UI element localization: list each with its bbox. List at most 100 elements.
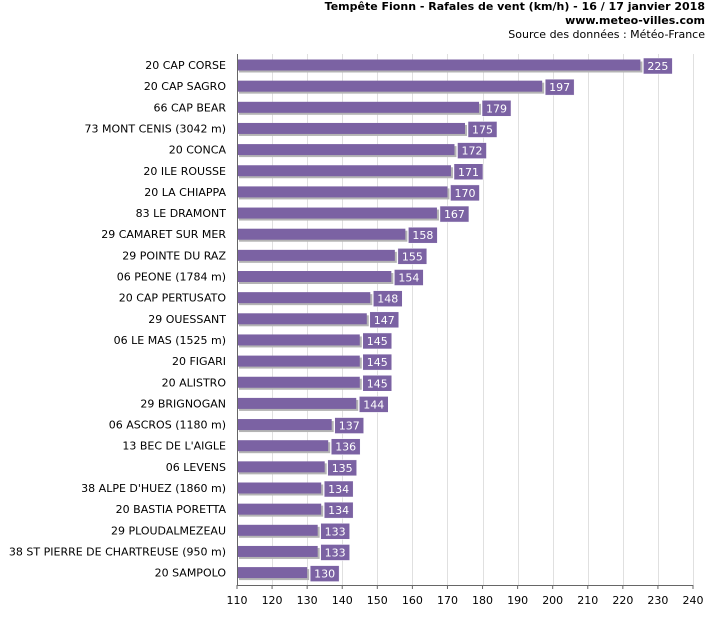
bar <box>238 545 318 557</box>
category-label: 83 LE DRAMONT <box>136 207 227 220</box>
bar <box>238 440 329 452</box>
x-tick-label: 140 <box>332 594 353 607</box>
category-label: 20 ILE ROUSSE <box>143 165 226 178</box>
data-label-box <box>408 226 438 244</box>
bar <box>238 165 451 177</box>
bar <box>238 355 360 367</box>
bar <box>238 397 357 409</box>
data-label-box <box>450 184 480 202</box>
data-label: 130 <box>314 568 335 581</box>
source-note: Source des données : Météo-France <box>508 28 705 41</box>
bar <box>238 334 360 346</box>
bar <box>238 376 360 388</box>
site-url: www.meteo-villes.com <box>565 14 705 27</box>
category-label: 06 ASCROS (1180 m) <box>109 419 226 432</box>
data-label: 155 <box>402 250 423 263</box>
category-label: 29 BRIGNOGAN <box>140 397 226 410</box>
bar <box>238 59 641 71</box>
bar <box>238 313 367 325</box>
bar <box>238 122 465 134</box>
data-label: 136 <box>335 441 356 454</box>
data-label-box <box>369 311 400 329</box>
category-label: 20 BASTIA PORETTA <box>116 503 227 516</box>
data-label: 197 <box>549 81 570 94</box>
category-label: 20 CAP SAGRO <box>144 80 227 93</box>
data-label: 167 <box>444 208 465 221</box>
category-label: 38 ST PIERRE DE CHARTREUSE (950 m) <box>9 545 226 558</box>
category-label: 38 ALPE D'HUEZ (1860 m) <box>81 482 226 495</box>
x-tick-label: 210 <box>577 594 598 607</box>
data-label-box <box>320 544 350 561</box>
data-label-box <box>323 480 354 498</box>
data-label: 179 <box>486 102 507 115</box>
data-label: 135 <box>332 462 353 475</box>
x-tick-label: 230 <box>647 594 668 607</box>
data-label: 172 <box>461 145 482 158</box>
data-label-box <box>643 57 673 75</box>
x-tick-label: 110 <box>227 594 248 607</box>
data-label-box <box>397 248 428 265</box>
category-label: 06 LEVENS <box>166 461 226 474</box>
bar <box>238 482 322 494</box>
category-label: 29 PLOUDALMEZEAU <box>111 524 226 537</box>
data-label-box <box>320 523 350 540</box>
bar <box>238 207 437 219</box>
data-label-box <box>439 205 470 223</box>
bar <box>238 249 395 261</box>
data-label-box <box>309 565 340 582</box>
data-label: 171 <box>458 166 479 179</box>
data-label-box <box>362 353 393 371</box>
data-label: 147 <box>374 314 395 327</box>
data-label: 154 <box>398 272 419 285</box>
data-label-box <box>544 78 575 96</box>
data-label-box <box>457 142 487 159</box>
bar <box>238 419 332 431</box>
data-label: 145 <box>367 377 388 390</box>
data-label: 134 <box>328 504 349 517</box>
data-label-box <box>394 269 424 286</box>
data-label-box <box>334 417 364 434</box>
chart-header: Tempête Fionn - Rafales de vent (km/h) -… <box>325 0 705 42</box>
data-label: 133 <box>325 546 346 559</box>
data-label-box <box>362 375 393 392</box>
data-label-box <box>467 121 498 138</box>
bar <box>238 524 318 536</box>
data-label: 175 <box>472 123 493 136</box>
category-label: 06 LE MAS (1525 m) <box>114 334 226 347</box>
data-label: 145 <box>367 335 388 348</box>
bar <box>238 101 480 113</box>
x-tick-label: 240 <box>683 594 704 607</box>
data-label-box <box>327 459 357 477</box>
category-label: 29 POINTE DU RAZ <box>122 249 226 262</box>
data-label-box <box>359 396 389 413</box>
bar <box>238 80 543 92</box>
category-label: 20 LA CHIAPPA <box>144 186 226 199</box>
data-label-box <box>481 100 512 117</box>
x-tick-label: 190 <box>507 594 528 607</box>
bar <box>238 228 406 240</box>
x-tick-label: 150 <box>367 594 388 607</box>
data-label-box <box>330 438 361 455</box>
category-label: 06 PEONE (1784 m) <box>117 271 226 284</box>
bar <box>238 186 448 198</box>
category-label: 29 CAMARET SUR MER <box>101 228 226 241</box>
category-label: 13 BEC DE L'AIGLE <box>122 440 226 453</box>
data-label: 170 <box>454 187 475 200</box>
data-label-box <box>373 290 403 307</box>
data-label: 144 <box>363 398 384 411</box>
x-tick-label: 130 <box>297 594 318 607</box>
data-label-box <box>323 501 354 519</box>
x-tick-label: 170 <box>437 594 458 607</box>
data-label: 148 <box>377 293 398 306</box>
bar <box>238 567 308 579</box>
data-label-box <box>453 163 484 180</box>
chart-title: Tempête Fionn - Rafales de vent (km/h) -… <box>324 0 705 13</box>
data-label-box <box>362 332 393 350</box>
category-label: 73 MONT CENIS (3042 m) <box>85 122 226 135</box>
x-tick-label: 120 <box>262 594 283 607</box>
category-label: 20 CAP CORSE <box>145 59 226 72</box>
bar <box>238 461 325 473</box>
category-label: 20 ALISTRO <box>162 376 227 389</box>
